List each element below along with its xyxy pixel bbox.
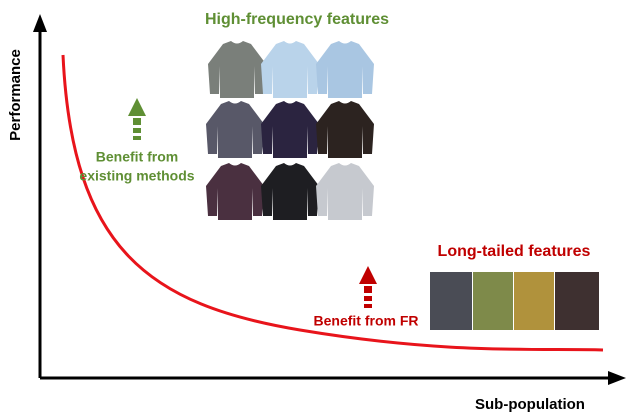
high-frequency-title: High-frequency features: [205, 11, 389, 28]
photo: [430, 272, 472, 330]
y-axis-label: Performance: [7, 49, 24, 141]
long-tailed-images: [430, 272, 599, 330]
shirt-image: [261, 41, 319, 98]
shirt-image: [316, 41, 374, 98]
benefit-label: Benefit from FR: [314, 313, 419, 329]
shirt-image: [208, 41, 266, 98]
shirt-image: [316, 101, 374, 158]
shirt-image: [206, 101, 264, 158]
shirt-image: [206, 163, 264, 220]
shirt-image: [261, 101, 319, 158]
shirt-grid: [206, 41, 374, 220]
x-axis-arrow: [608, 371, 626, 385]
green-arrow: [128, 98, 146, 140]
photo: [514, 272, 554, 330]
photo: [473, 272, 513, 330]
y-axis-arrow: [33, 14, 47, 32]
x-axis-label: Sub-population: [475, 396, 585, 413]
performance-curve: [61, 54, 604, 352]
photo: [555, 272, 599, 330]
shirt-image: [316, 163, 374, 220]
long-tailed-title: Long-tailed features: [438, 243, 591, 260]
benefit-label: existing methods: [79, 168, 194, 184]
shirt-image: [261, 163, 319, 220]
benefit-label: Benefit from: [96, 149, 178, 165]
red-arrow: [359, 266, 377, 308]
